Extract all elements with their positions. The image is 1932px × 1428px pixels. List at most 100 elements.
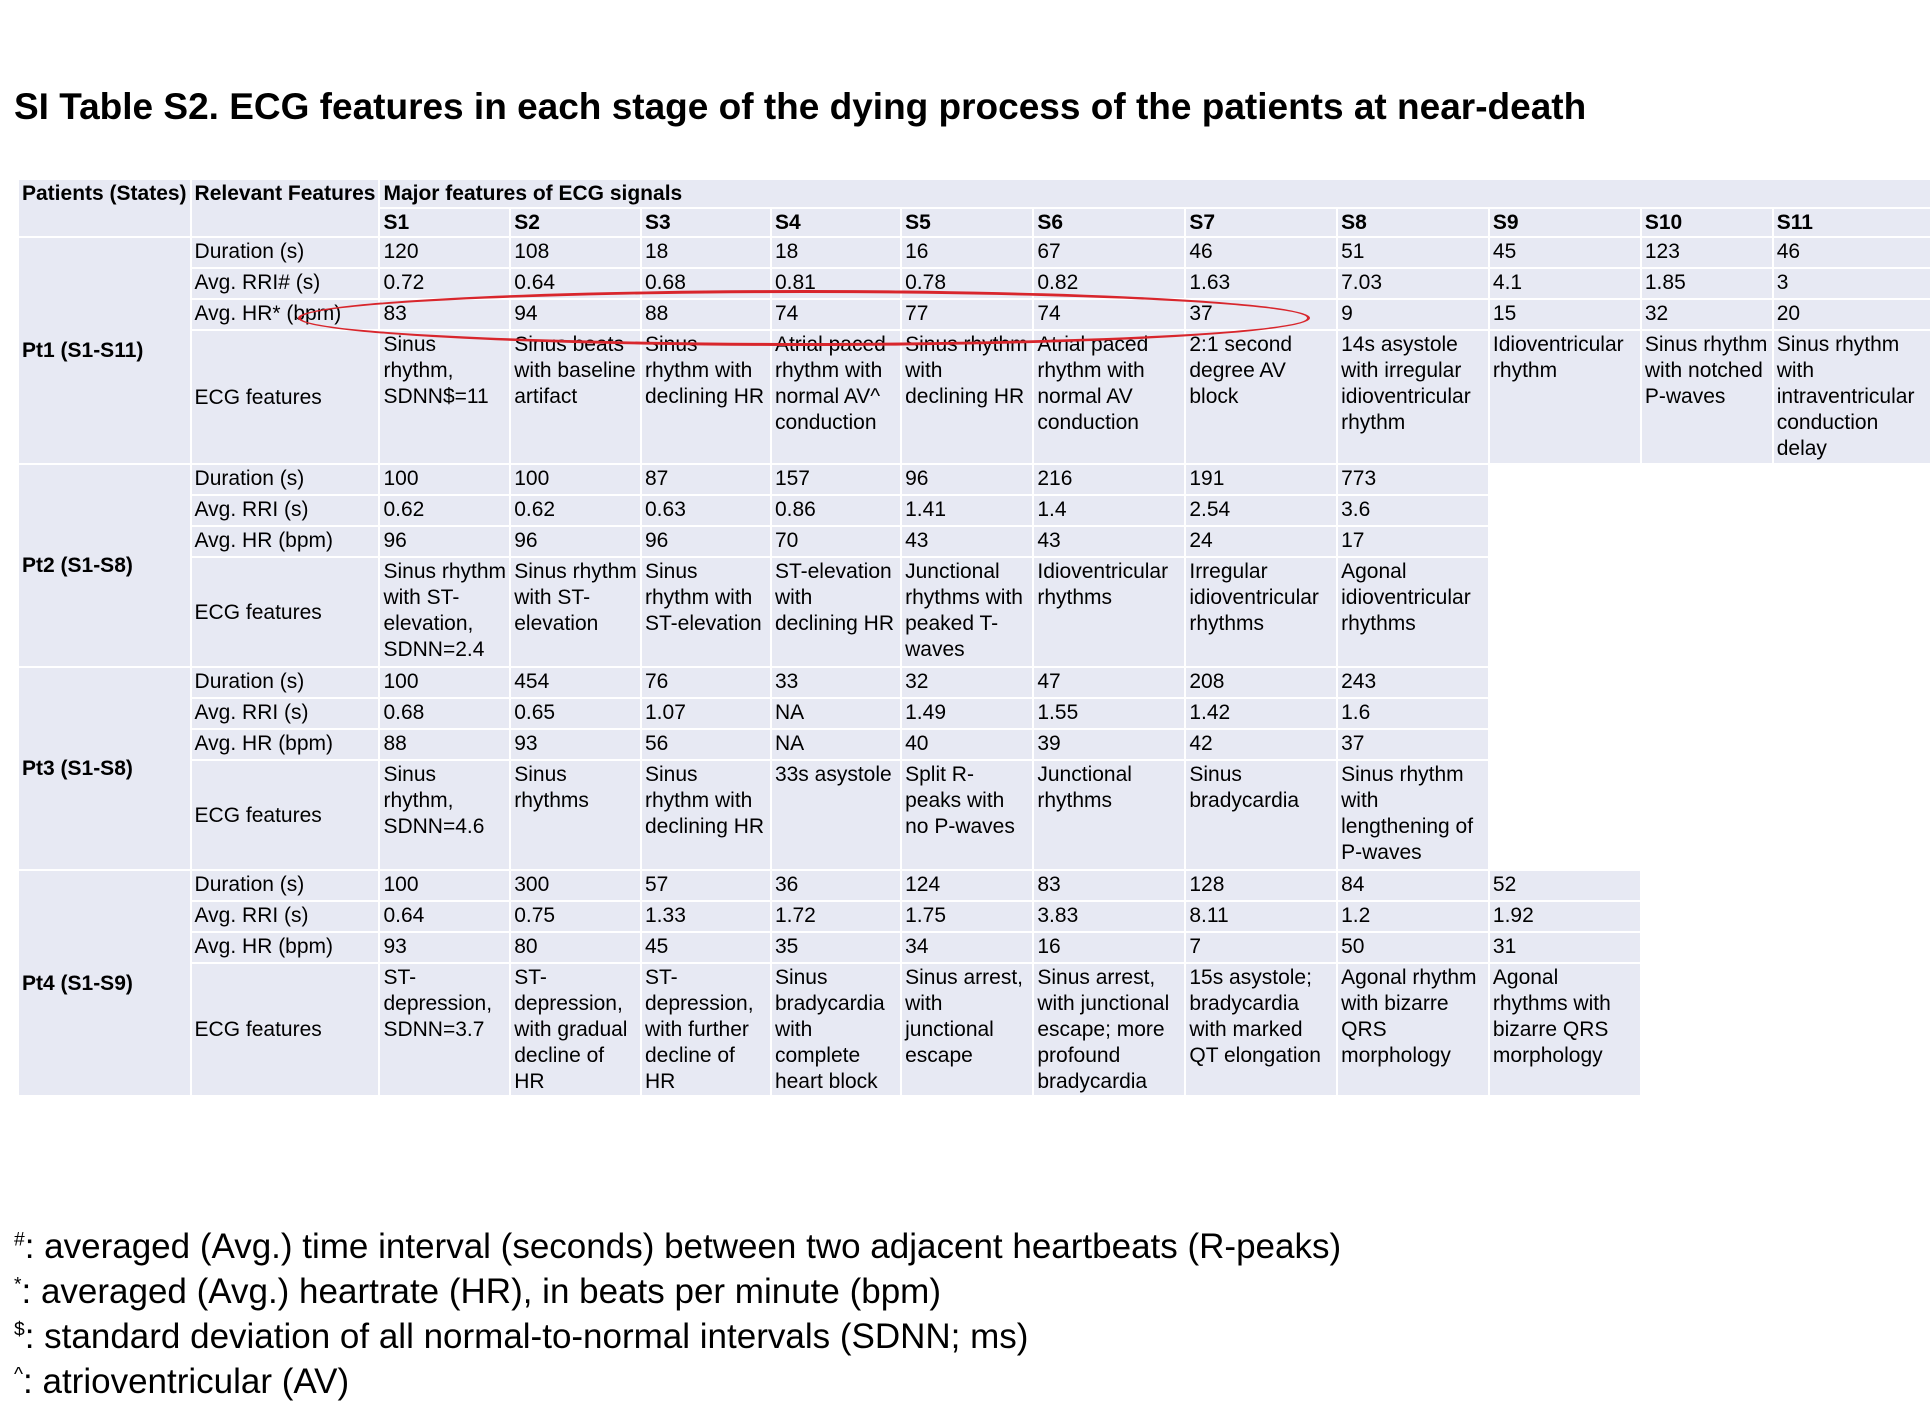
hr-row: Avg. HR (bpm) 88 93 56 NA 40 39 42 37 — [18, 728, 1932, 761]
value-cell: 1.55 — [1032, 697, 1187, 730]
empty-cell — [1639, 962, 1774, 1097]
value-cell: 216 — [1032, 463, 1187, 496]
page-title: SI Table S2. ECG features in each stage … — [14, 86, 1587, 127]
empty-cell — [1639, 900, 1774, 933]
value-cell: 108 — [509, 236, 642, 269]
value-cell: 37 — [1336, 728, 1490, 761]
value-cell: 96 — [509, 525, 642, 558]
value-cell: 16 — [1032, 931, 1187, 964]
value-cell: 50 — [1336, 931, 1490, 964]
ecg-feature-cell: Sinus rhythm, SDNN$=11 — [378, 329, 512, 465]
ecg-feature-cell: Idioventricular rhythms — [1032, 556, 1187, 668]
value-cell: 3.6 — [1336, 494, 1490, 527]
value-cell: 35 — [769, 931, 903, 964]
stage-header-s3: S3 — [640, 207, 772, 238]
empty-cell — [1771, 931, 1932, 964]
footnote-mark: ^ — [14, 1364, 24, 1386]
ecg-feature-cell: Agonal idioventricular rhythms — [1336, 556, 1490, 668]
feature-label: ECG features — [189, 556, 381, 668]
empty-cell — [1771, 494, 1932, 527]
empty-cell — [1771, 666, 1932, 699]
ecg-feature-cell: Sinus rhythm with ST-elevation — [509, 556, 642, 668]
empty-cell — [1487, 666, 1642, 699]
stage-header-s8: S8 — [1336, 207, 1490, 238]
ecg-feature-cell: 14s asystole with irregular idioventricu… — [1336, 329, 1490, 465]
value-cell: 3.83 — [1032, 900, 1187, 933]
value-cell: 15 — [1487, 298, 1642, 331]
feature-label: Avg. RRI (s) — [189, 900, 381, 933]
value-cell: 0.68 — [640, 267, 772, 300]
value-cell: 120 — [378, 236, 512, 269]
ecg-feature-cell: Junctional rhythms with peaked T-waves — [900, 556, 1035, 668]
value-cell: 0.81 — [769, 267, 903, 300]
stage-header-s1: S1 — [378, 207, 512, 238]
value-cell: 124 — [900, 869, 1035, 902]
empty-cell — [1771, 556, 1932, 668]
value-cell: 300 — [509, 869, 642, 902]
ecg-feature-cell: ST-depression, SDNN=3.7 — [378, 962, 512, 1097]
value-cell: 191 — [1184, 463, 1339, 496]
footnote: *: averaged (Avg.) heartrate (HR), in be… — [14, 1269, 1341, 1314]
empty-cell — [1639, 931, 1774, 964]
patient-label: Pt2 (S1-S8) — [17, 463, 192, 668]
value-cell: 18 — [640, 236, 772, 269]
value-cell: 773 — [1336, 463, 1490, 496]
patient-label: Pt3 (S1-S8) — [17, 666, 192, 871]
value-cell: 9 — [1336, 298, 1490, 331]
value-cell: 45 — [640, 931, 772, 964]
ecg-feature-cell: Sinus rhythms — [509, 759, 642, 871]
value-cell: 47 — [1032, 666, 1187, 699]
ecg-features-table: Patients (States) Relevant Features Majo… — [17, 178, 1932, 1097]
stage-header-s7: S7 — [1184, 207, 1339, 238]
value-cell: 42 — [1184, 728, 1339, 761]
value-cell: 37 — [1184, 298, 1339, 331]
ecg-feature-cell: Sinus rhythm with declining HR — [640, 329, 772, 465]
ecg-feature-cell: Sinus arrest, with junctional escape — [900, 962, 1035, 1097]
ecg-feature-cell: ST-elevation with declining HR — [769, 556, 903, 668]
ecg-feature-cell: 15s asystole; bradycardia with marked QT… — [1184, 962, 1339, 1097]
header-row-1: Patients (States) Relevant Features Majo… — [17, 178, 1932, 238]
value-cell: 16 — [900, 236, 1035, 269]
feature-label: Avg. HR (bpm) — [189, 931, 381, 964]
empty-cell — [1487, 463, 1642, 496]
ecg-feature-cell: Irregular idioventricular rhythms — [1184, 556, 1339, 668]
empty-cell — [1487, 494, 1642, 527]
value-cell: 40 — [900, 728, 1035, 761]
value-cell: 1.07 — [640, 697, 772, 730]
value-cell: 4.1 — [1487, 267, 1642, 300]
value-cell: 74 — [1032, 298, 1187, 331]
value-cell: 1.72 — [769, 900, 903, 933]
value-cell: 2.54 — [1184, 494, 1339, 527]
value-cell: 0.72 — [378, 267, 512, 300]
value-cell: 0.64 — [378, 900, 512, 933]
footnote-mark: # — [14, 1229, 25, 1251]
stage-header-s6: S6 — [1032, 207, 1187, 238]
empty-cell — [1639, 697, 1774, 730]
footnote-mark: $ — [14, 1319, 25, 1341]
rri-row: Avg. RRI# (s) 0.72 0.64 0.68 0.81 0.78 0.82 1.6… — [18, 267, 1932, 300]
value-cell: 32 — [900, 666, 1035, 699]
value-cell: 0.78 — [900, 267, 1035, 300]
ecg-feature-cell: Sinus rhythm with notched P-waves — [1639, 329, 1774, 465]
value-cell: 17 — [1336, 525, 1490, 558]
footnote-mark: * — [14, 1274, 22, 1296]
empty-cell — [1487, 728, 1642, 761]
value-cell: 0.86 — [769, 494, 903, 527]
feature-label: Duration (s) — [189, 463, 381, 496]
relevant-features-header: Relevant Features — [189, 178, 381, 238]
empty-cell — [1487, 759, 1642, 871]
ecg-feature-cell: Junctional rhythms — [1032, 759, 1187, 871]
value-cell: 1.49 — [900, 697, 1035, 730]
value-cell: 0.62 — [509, 494, 642, 527]
feature-label: Duration (s) — [189, 869, 381, 902]
stage-header-s11: S11 — [1771, 207, 1932, 238]
ecg-feature-cell: 2:1 second degree AV block — [1184, 329, 1339, 465]
feature-label: Avg. HR (bpm) — [189, 525, 381, 558]
ecg-feature-cell: Sinus bradycardia — [1184, 759, 1339, 871]
ecg-feature-cell: Sinus arrest, with junctional escape; mo… — [1032, 962, 1187, 1097]
footnote: $: standard deviation of all normal-to-n… — [14, 1314, 1341, 1359]
value-cell: 56 — [640, 728, 772, 761]
duration-row: Pt1 (S1-S11) Duration (s) 120 108 18 18 16 67 46… — [17, 236, 1932, 465]
feature-label: Avg. HR (bpm) — [189, 728, 381, 761]
value-cell: 88 — [378, 728, 512, 761]
